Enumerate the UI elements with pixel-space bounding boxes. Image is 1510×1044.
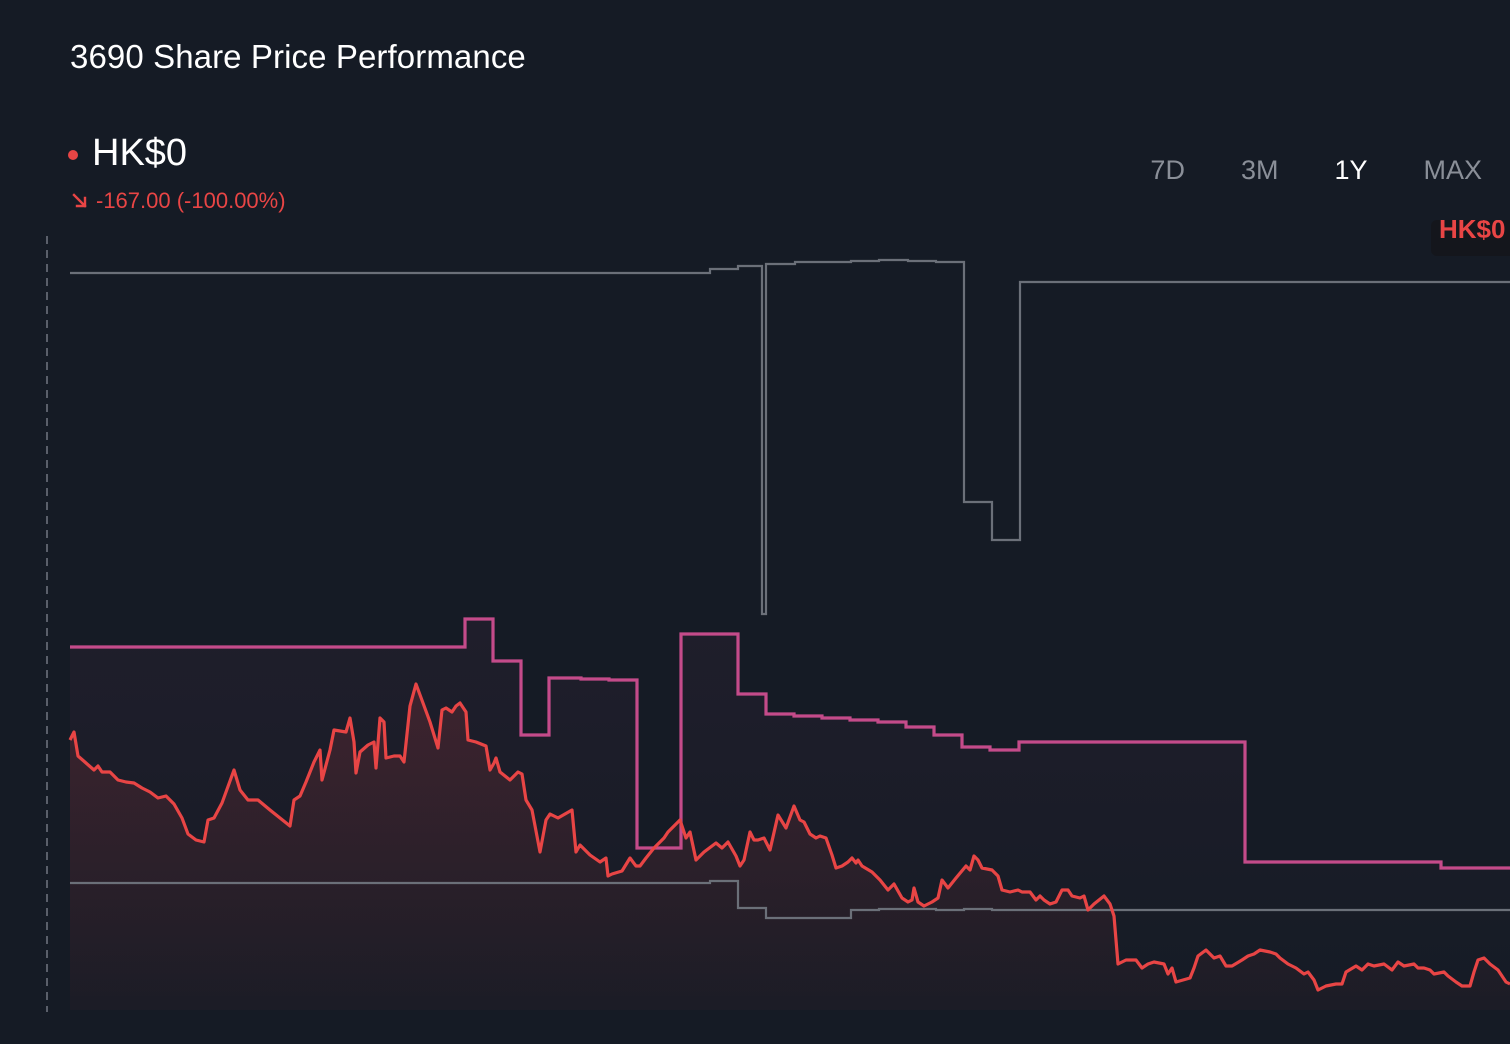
tooltip-label: HK$0 [1439, 220, 1506, 244]
current-value-tooltip: HK$0 [1431, 220, 1510, 256]
price-change-value: -167.00 (-100.00%) [96, 188, 286, 213]
price-series-line [68, 682, 1510, 992]
price-series-area [70, 684, 1510, 1010]
gray-series-lower-line [70, 879, 1510, 920]
current-price: HK$0 [92, 132, 188, 174]
tab-7d[interactable]: 7D [1150, 155, 1185, 185]
gray-series-upper-line [70, 258, 1510, 616]
price-change: -167.00 (-100.00%) [72, 188, 286, 214]
range-tabs: 7D 3M 1Y MAX [1094, 155, 1510, 186]
price-summary: HK$0 [68, 132, 187, 175]
page-title: 3690 Share Price Performance [70, 38, 526, 75]
tab-1y[interactable]: 1Y [1334, 155, 1368, 185]
arrow-down-right-icon [72, 193, 87, 208]
pink-series-line [70, 617, 1510, 870]
tab-3m[interactable]: 3M [1240, 155, 1279, 185]
series-dot-icon [68, 149, 78, 160]
tab-max[interactable]: MAX [1423, 155, 1482, 185]
